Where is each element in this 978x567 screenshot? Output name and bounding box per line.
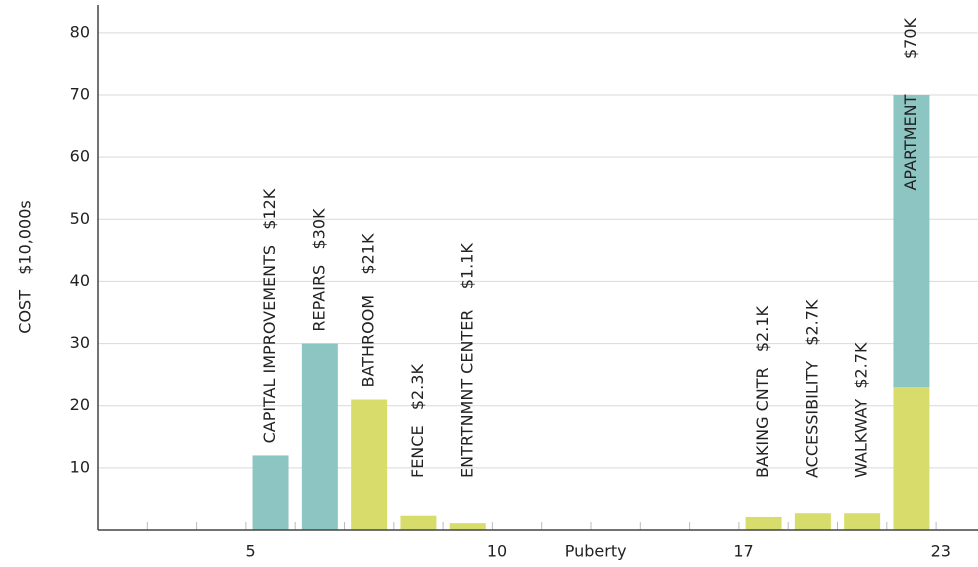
- bar-segment: [844, 513, 881, 530]
- bar-annotation: WALKWAY $2.7K: [852, 342, 871, 478]
- y-tick-label: 70: [70, 85, 90, 104]
- y-tick-label: 30: [70, 333, 90, 352]
- y-tick-label: 20: [70, 395, 90, 414]
- bar-annotation: BATHROOM $21K: [359, 233, 378, 387]
- bar-annotation: APARTMENT $70K: [901, 17, 920, 190]
- bar-segment: [301, 343, 338, 530]
- y-tick-label: 60: [70, 147, 90, 166]
- bar-annotation: REPAIRS $30K: [309, 208, 328, 332]
- bar-segment: [351, 399, 388, 530]
- bar-annotation: ENTRTNMNT CENTER $1.1K: [457, 243, 476, 478]
- y-tick-label: 50: [70, 209, 90, 228]
- bar-segment: [794, 513, 831, 530]
- bar-segment: [252, 455, 289, 530]
- bar-annotation: ACCESSIBILITY $2.7K: [802, 299, 821, 478]
- x-tick-label: 23: [931, 542, 951, 561]
- bar-annotation: CAPITAL IMPROVEMENTS $12K: [260, 188, 279, 443]
- x-tick-label: 10: [487, 542, 507, 561]
- x-tick-label: Puberty: [565, 542, 627, 561]
- y-tick-label: 80: [70, 22, 90, 41]
- bar-segment: [745, 516, 782, 530]
- y-tick-label: 40: [70, 271, 90, 290]
- bar-segment: [449, 523, 486, 530]
- bar-segment: [893, 95, 930, 388]
- y-axis-title: COST $10,000s: [16, 200, 35, 333]
- x-tick-label: 5: [245, 542, 255, 561]
- y-tick-label: 10: [70, 457, 90, 476]
- bar-segment: [893, 387, 930, 530]
- bar-segment: [400, 515, 437, 530]
- bar-annotation: FENCE $2.3K: [408, 364, 427, 478]
- x-tick-label: 17: [733, 542, 753, 561]
- bar-annotation: BAKING CNTR $2.1K: [753, 306, 772, 479]
